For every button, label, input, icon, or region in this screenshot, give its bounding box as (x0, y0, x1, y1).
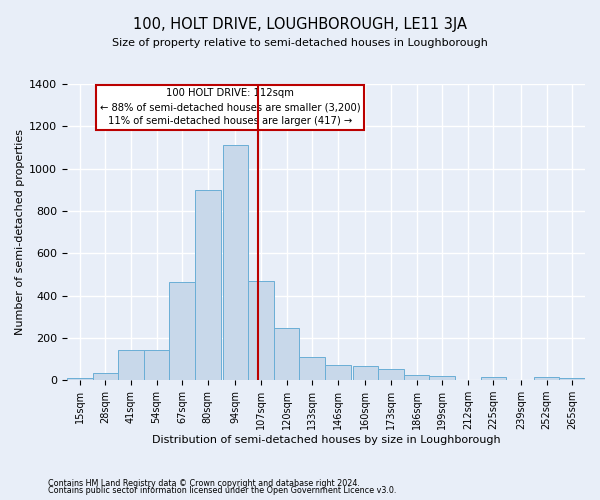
Bar (274, 328, 299, 380)
Y-axis label: Number of semi-detached properties: Number of semi-detached properties (15, 129, 25, 335)
Text: Contains public sector information licensed under the Open Government Licence v3: Contains public sector information licen… (48, 486, 397, 495)
Bar (559, 378, 585, 380)
Bar (481, 377, 506, 380)
Text: Contains HM Land Registry data © Crown copyright and database right 2024.: Contains HM Land Registry data © Crown c… (48, 478, 360, 488)
Bar (353, 366, 378, 380)
Bar (404, 375, 430, 380)
Text: Size of property relative to semi-detached houses in Loughborough: Size of property relative to semi-detach… (112, 38, 488, 48)
Bar (118, 350, 144, 380)
Bar (67, 378, 92, 380)
Bar (534, 377, 559, 380)
Bar (378, 368, 404, 380)
Bar (223, 146, 248, 380)
Bar (169, 282, 195, 380)
Bar (430, 376, 455, 380)
Bar (299, 357, 325, 380)
Bar (325, 366, 350, 380)
Bar (248, 281, 274, 380)
Bar (144, 350, 169, 380)
Bar (92, 373, 118, 380)
X-axis label: Distribution of semi-detached houses by size in Loughborough: Distribution of semi-detached houses by … (152, 435, 500, 445)
Text: 100, HOLT DRIVE, LOUGHBOROUGH, LE11 3JA: 100, HOLT DRIVE, LOUGHBOROUGH, LE11 3JA (133, 18, 467, 32)
Bar (195, 190, 221, 380)
Text: 100 HOLT DRIVE: 112sqm
← 88% of semi-detached houses are smaller (3,200)
11% of : 100 HOLT DRIVE: 112sqm ← 88% of semi-det… (100, 88, 361, 126)
